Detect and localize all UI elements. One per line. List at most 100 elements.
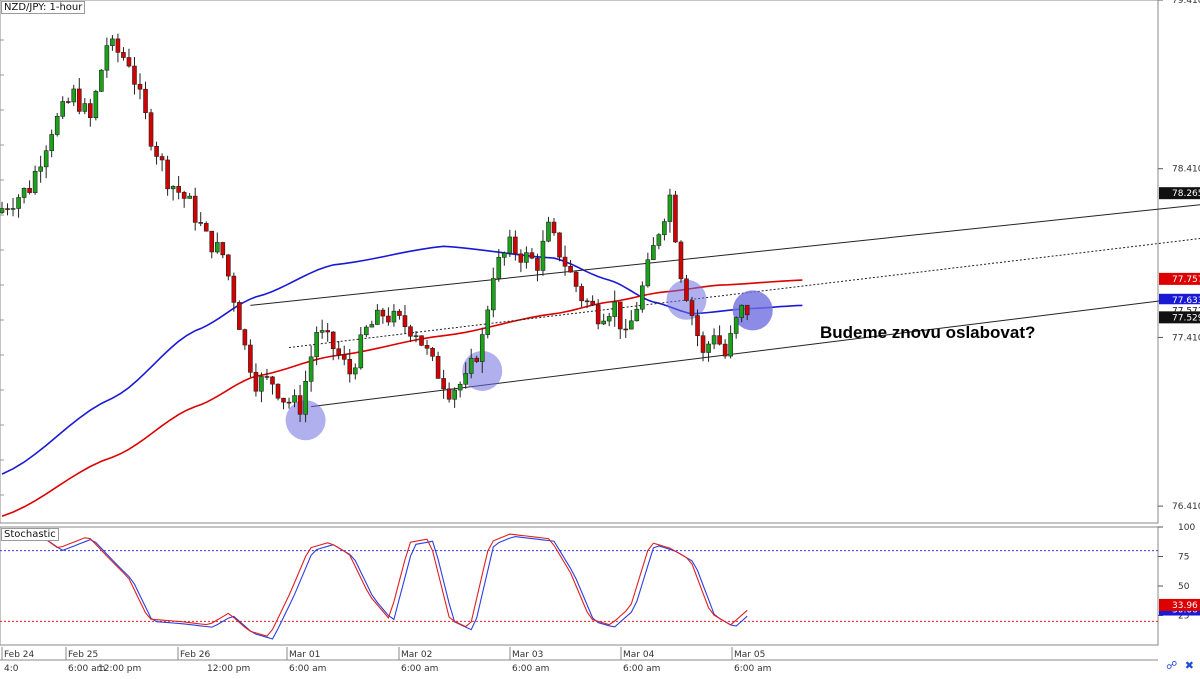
candle-bearish	[617, 301, 623, 330]
candle-bearish	[744, 304, 750, 316]
x-time-label: 6:00 am	[289, 664, 326, 674]
candle-bearish	[590, 300, 595, 306]
candle-bearish	[689, 300, 695, 316]
candle-bearish	[474, 357, 480, 362]
candle-bearish	[297, 395, 303, 415]
candle-bullish	[82, 103, 88, 112]
x-time-label: 6:00 am	[623, 664, 660, 674]
candle-bearish	[27, 187, 32, 193]
candle-bullish	[706, 343, 711, 353]
candle-bearish	[165, 159, 170, 190]
y-tick-label: 76.410	[1172, 502, 1200, 512]
highlight-circle	[732, 290, 773, 331]
candle-bullish	[490, 278, 496, 311]
candle-bullish	[468, 357, 474, 374]
candle-bullish	[358, 334, 364, 369]
candle-bullish	[502, 252, 507, 258]
x-day-label: Feb 25	[68, 650, 98, 660]
candle-bearish	[242, 329, 248, 346]
price-tag: 77.571	[1172, 306, 1200, 316]
x-time-label: 6:00 am	[734, 664, 771, 674]
candle-bearish	[132, 65, 137, 85]
candle-bullish	[667, 194, 673, 222]
candle-bearish	[535, 257, 540, 271]
stochastic-tag: 33.96	[1172, 601, 1198, 611]
candle-bearish	[341, 354, 347, 360]
symbol-label: NZD/JPY: 1-hour	[1, 1, 86, 14]
candle-bearish	[435, 356, 441, 379]
candle-bullish	[375, 309, 380, 325]
x-day-label: Feb 24	[4, 650, 35, 660]
candle-bullish	[711, 335, 717, 345]
candle-bullish	[485, 309, 491, 335]
candle-bearish	[181, 192, 187, 199]
x-day-label: Feb 26	[180, 650, 211, 660]
stochastic-y-label: 25	[1178, 612, 1189, 622]
candle-bearish	[386, 315, 391, 323]
corner-icons: ☍ ✖	[1162, 659, 1194, 672]
stochastic-label: Stochastic	[1, 528, 59, 541]
candle-bullish	[364, 326, 369, 336]
candle-bearish	[380, 309, 386, 317]
candle-bearish	[595, 304, 601, 325]
candle-bullish	[214, 242, 220, 253]
candle-bearish	[192, 195, 198, 223]
candle-bearish	[557, 232, 562, 258]
candle-bearish	[5, 208, 10, 210]
candle-bearish	[325, 330, 330, 333]
y-tick-label: 77.410	[1172, 333, 1200, 343]
candle-bullish	[507, 236, 513, 254]
candle-bearish	[143, 88, 148, 113]
candle-bearish	[623, 328, 629, 331]
candle-bearish	[424, 345, 430, 349]
candle-bearish	[402, 315, 408, 328]
candle-bearish	[270, 376, 275, 385]
candle-bearish	[154, 145, 159, 157]
price-tag-bg	[1159, 272, 1200, 285]
candle-bearish	[237, 302, 242, 330]
annotation-text: Budeme znovu oslabovat?	[820, 323, 1036, 342]
candle-bearish	[231, 275, 237, 303]
candle-bearish	[678, 241, 684, 280]
y-tick-label: 78.410	[1172, 165, 1200, 175]
candle-bullish	[170, 186, 176, 190]
candle-bearish	[562, 256, 568, 267]
candle-bullish	[640, 285, 645, 310]
candle-bearish	[673, 194, 678, 243]
candle-bearish	[347, 359, 353, 375]
candle-bullish	[38, 166, 43, 172]
candle-bullish	[10, 208, 16, 210]
candle-bullish	[628, 320, 634, 330]
candle-bearish	[579, 286, 584, 302]
stochastic-k-line	[1, 532, 748, 640]
x-time-label: 6:00 am	[68, 664, 105, 674]
candle-bullish	[104, 45, 110, 71]
candle-bullish	[314, 332, 319, 358]
candle-bearish	[518, 253, 524, 263]
close-icon[interactable]: ✖	[1184, 659, 1194, 672]
link-icon[interactable]: ☍	[1166, 659, 1178, 672]
price-tag-bg	[1159, 187, 1200, 200]
candle-bearish	[446, 388, 452, 400]
candle-bearish	[281, 397, 286, 403]
candle-bullish	[634, 308, 640, 322]
candle-bearish	[203, 223, 209, 232]
candle-bullish	[71, 88, 77, 103]
candle-bearish	[419, 335, 424, 346]
price-panel-frame	[0, 0, 1159, 524]
candle-bearish	[700, 335, 706, 353]
candle-bullish	[43, 150, 49, 168]
price-tag: 77.633	[1172, 296, 1200, 306]
candle-bearish	[551, 221, 557, 234]
candle-bullish	[60, 101, 66, 117]
x-time-label: 6:00 am	[512, 664, 549, 674]
y-tick-label: 79.410	[1172, 0, 1200, 6]
candle-bearish	[76, 88, 82, 112]
stochastic-tag-bg	[1159, 598, 1200, 611]
candle-bullish	[32, 170, 38, 193]
candle-bearish	[513, 236, 518, 255]
candle-bearish	[397, 310, 402, 316]
candle-bullish	[645, 259, 651, 287]
